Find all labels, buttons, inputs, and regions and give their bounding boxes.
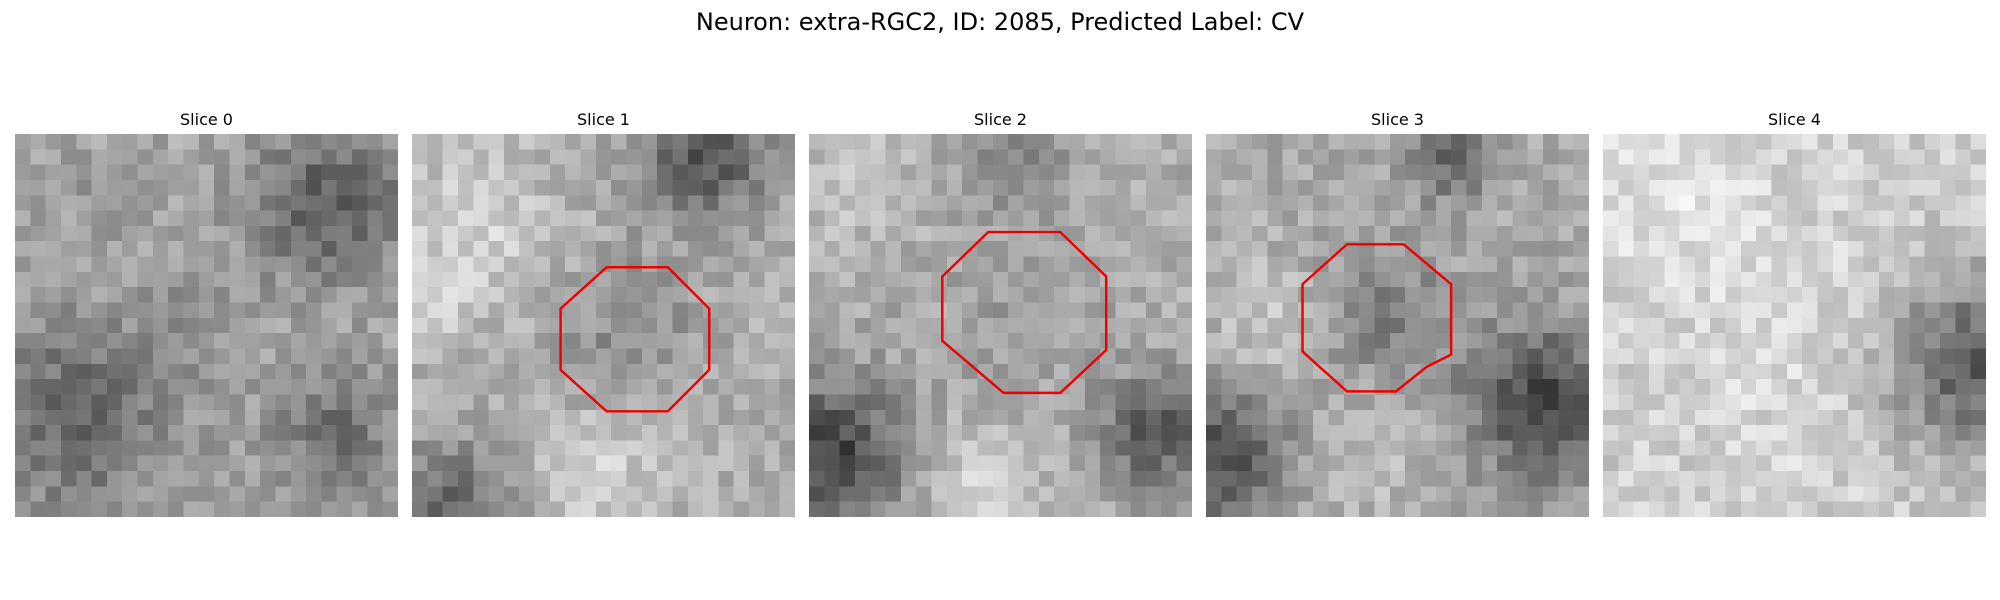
slice-image-4 bbox=[1603, 134, 1986, 517]
roi-contour bbox=[559, 266, 711, 413]
roi-contour bbox=[941, 230, 1108, 395]
slice-title: Slice 2 bbox=[974, 110, 1027, 129]
slice-title: Slice 3 bbox=[1371, 110, 1424, 129]
slice-title: Slice 1 bbox=[577, 110, 630, 129]
figure-title: Neuron: extra-RGC2, ID: 2085, Predicted … bbox=[695, 8, 1305, 36]
slice-image-0 bbox=[15, 134, 398, 517]
roi-contour bbox=[1301, 243, 1453, 393]
slice-image-2 bbox=[809, 134, 1192, 517]
slice-title: Slice 0 bbox=[180, 110, 233, 129]
slice-title: Slice 4 bbox=[1768, 110, 1821, 129]
slice-image-3 bbox=[1206, 134, 1589, 517]
slice-image-1 bbox=[412, 134, 795, 517]
